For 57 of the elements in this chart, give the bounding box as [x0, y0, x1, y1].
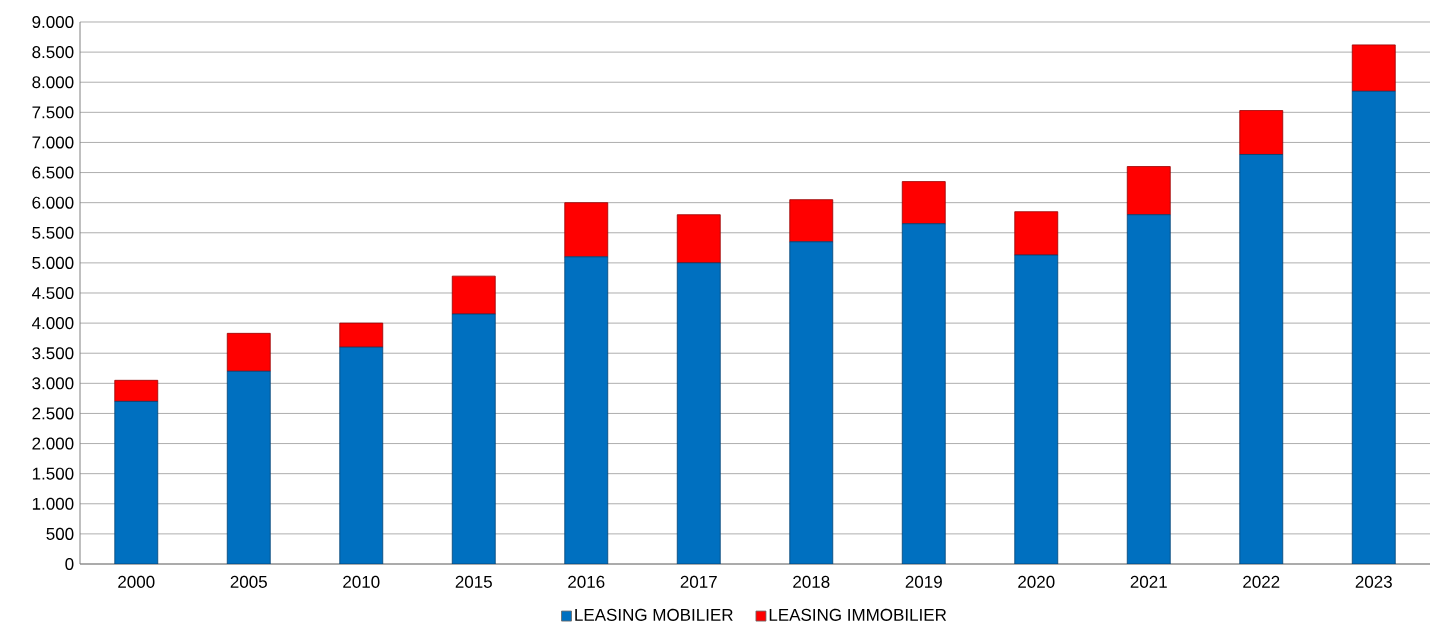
- bar: [451, 313, 496, 564]
- y-tick-label: 1.000: [32, 497, 74, 510]
- legend-label: LEASING MOBILIER: [575, 608, 733, 621]
- bar: [1351, 44, 1396, 92]
- bar: [451, 275, 496, 315]
- x-tick-label: 2005: [230, 575, 267, 588]
- bar: [789, 241, 834, 564]
- x-tick-label: 2019: [905, 575, 942, 588]
- y-tick-label: 6.000: [32, 196, 74, 209]
- y-tick-label: 3.000: [32, 377, 74, 390]
- y-tick-label: 1.500: [32, 467, 74, 480]
- y-tick-label: 3.500: [32, 347, 74, 360]
- x-tick-label: 2016: [568, 575, 605, 588]
- y-tick-label: 2.500: [32, 407, 74, 420]
- y-tick-label: 5.000: [32, 256, 74, 269]
- y-tick-label: 2.000: [32, 437, 74, 450]
- y-tick-label: 7.500: [32, 106, 74, 119]
- y-tick-label: 8.500: [32, 46, 74, 59]
- x-tick-label: 2022: [1243, 575, 1280, 588]
- bar: [564, 202, 609, 258]
- bar: [901, 223, 946, 564]
- bar: [114, 401, 159, 564]
- y-tick-label: 9.000: [32, 15, 74, 29]
- bar: [564, 256, 609, 564]
- bar: [1014, 211, 1059, 256]
- bar: [226, 332, 271, 372]
- y-tick-label: 7.000: [32, 136, 74, 149]
- y-tick-label: 4.000: [31, 317, 74, 330]
- bar: [339, 322, 384, 348]
- bar: [226, 370, 271, 564]
- bar: [1126, 214, 1171, 564]
- bar: [676, 214, 721, 264]
- x-tick-label: 2000: [118, 575, 155, 588]
- y-tick-label: 4.500: [31, 286, 74, 300]
- legend-label: LEASING IMMOBILIER: [769, 608, 947, 621]
- y-tick-label: 500: [46, 527, 74, 540]
- x-tick-label: 2020: [1018, 575, 1055, 588]
- y-tick-label: 8.000: [32, 76, 74, 89]
- y-tick-label: 0: [65, 557, 74, 571]
- bar: [1351, 90, 1396, 564]
- y-tick-label: 5.500: [32, 226, 74, 239]
- x-tick-label: 2010: [343, 575, 380, 588]
- bar: [1239, 154, 1284, 564]
- bar: [901, 181, 946, 225]
- x-tick-label: 2018: [793, 575, 830, 588]
- bar: [114, 379, 159, 402]
- bar: [1239, 110, 1284, 155]
- bar: [339, 346, 384, 564]
- bar: [1014, 254, 1059, 564]
- y-tick-label: 6.500: [32, 166, 74, 179]
- x-tick-label: 2017: [680, 575, 717, 588]
- bar: [676, 262, 721, 564]
- x-tick-label: 2015: [455, 575, 492, 588]
- x-tick-label: 2023: [1355, 575, 1392, 588]
- bar: [789, 199, 834, 243]
- bar: [1126, 166, 1171, 216]
- x-tick-label: 2021: [1130, 575, 1167, 588]
